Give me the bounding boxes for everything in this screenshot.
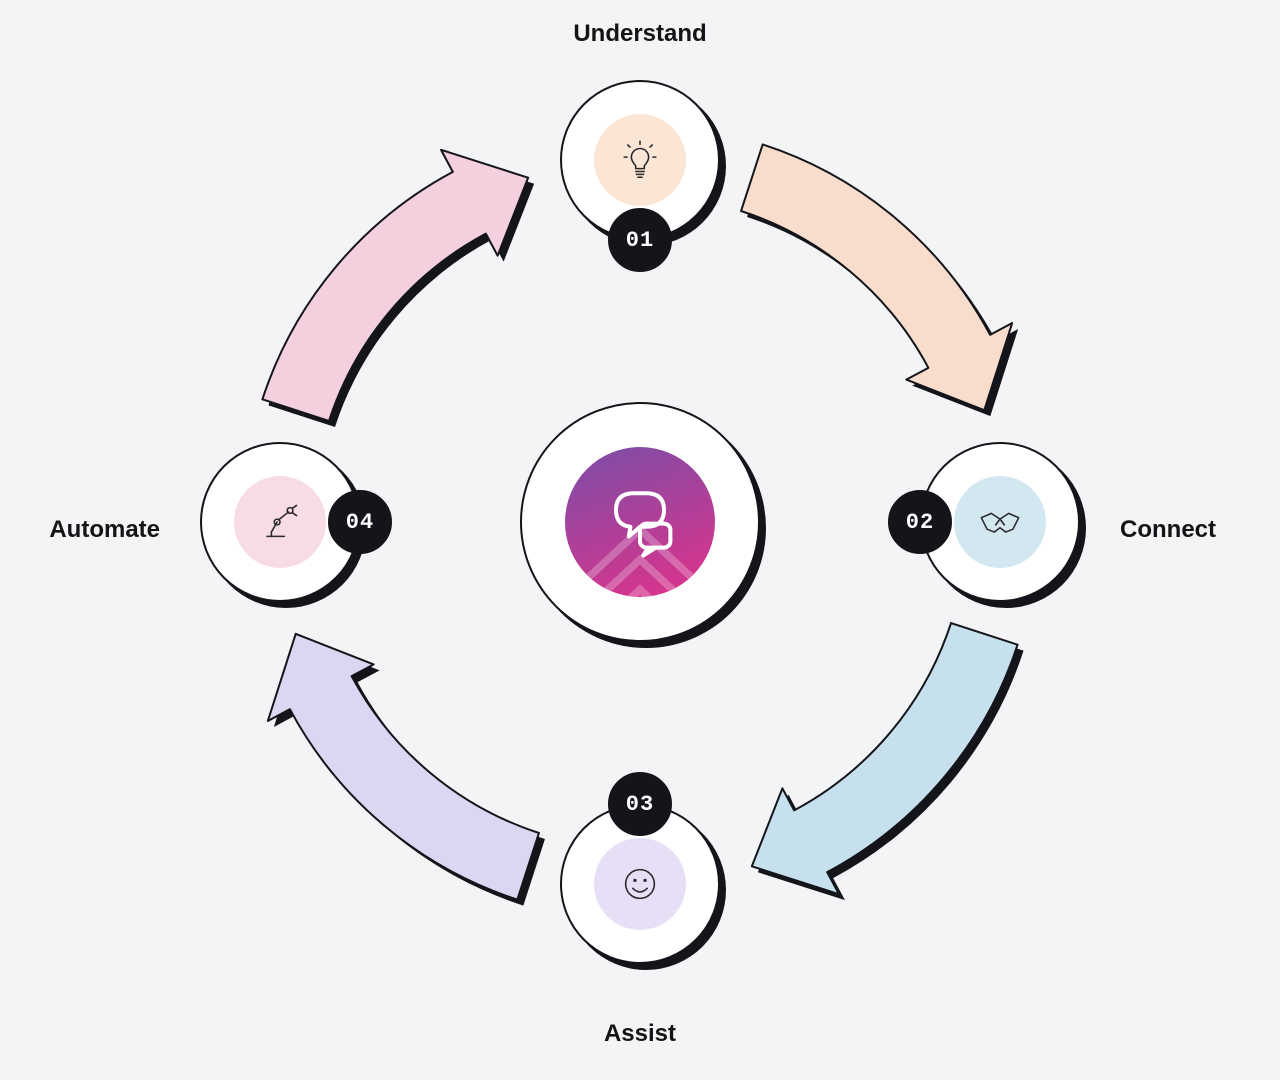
center-hub [520,402,760,642]
lightbulb-icon [617,137,663,183]
step-badge-04: 04 [328,490,392,554]
center-hub-core [565,447,715,597]
step-node-connect: 02 [920,442,1080,602]
step-label-automate: Automate [49,516,160,544]
step-node-assist: 03 [560,804,720,964]
step-label-assist: Assist [604,1020,676,1048]
step-node-understand: 01 [560,80,720,240]
step-label-connect: Connect [1120,516,1216,544]
step-badge-02: 02 [888,490,952,554]
step-label-understand: Understand [573,20,706,48]
robot-arm-icon [257,499,303,545]
step-badge-03: 03 [608,772,672,836]
smile-icon [617,861,663,907]
step-node-automate: 04 [200,442,360,602]
handshake-icon [977,499,1023,545]
circular-process-diagram: Understand Connect Assist Automate [0,0,1280,1080]
step-badge-01: 01 [608,208,672,272]
chat-bubbles-icon [600,482,680,562]
